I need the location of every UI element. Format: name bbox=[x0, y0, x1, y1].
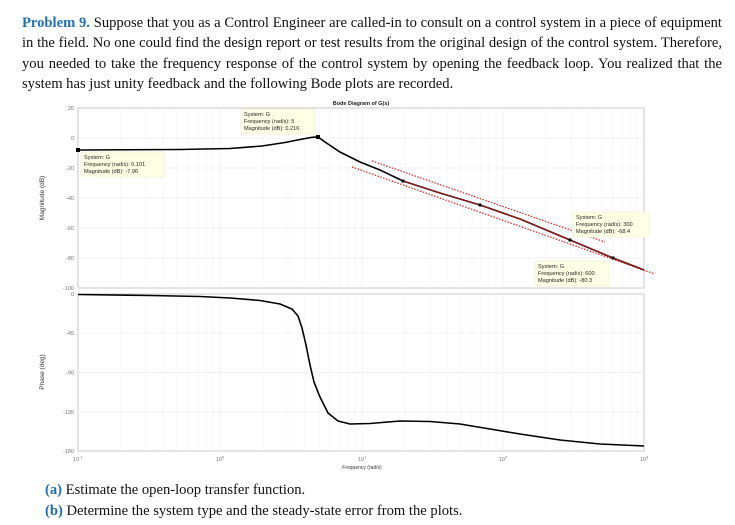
svg-text:-45: -45 bbox=[66, 331, 74, 337]
frequency-tick-labels: 10-1 100 101 102 103 bbox=[73, 455, 649, 464]
datatip-300[interactable]: System: G Frequency (rad/s): 300 Magnitu… bbox=[572, 211, 650, 238]
phase-curve bbox=[77, 293, 645, 447]
datatip-0101[interactable]: System: G Frequency (rad/s): 0.101 Magni… bbox=[80, 151, 165, 178]
datatip-5[interactable]: System: G Frequency (rad/s): 5 Magnitude… bbox=[240, 108, 316, 135]
datatip-marker[interactable] bbox=[478, 203, 482, 207]
svg-text:102: 102 bbox=[499, 455, 508, 464]
svg-text:Frequency (rad/s): 0.101: Frequency (rad/s): 0.101 bbox=[84, 162, 145, 168]
question-b: (b) Determine the system type and the st… bbox=[45, 502, 463, 519]
magnitude-ylabel: Magnitude (dB) bbox=[39, 176, 46, 220]
chart-title: Bode Diagram of G(s) bbox=[333, 101, 390, 107]
svg-text:0: 0 bbox=[71, 292, 74, 298]
frequency-xlabel: Frequency (rad/s) bbox=[342, 465, 382, 471]
phase-ylabel: Phase (deg) bbox=[39, 354, 46, 389]
datatip-marker[interactable] bbox=[401, 179, 405, 183]
svg-text:Magnitude (dB): -80.3: Magnitude (dB): -80.3 bbox=[538, 278, 592, 284]
datatip-marker[interactable] bbox=[611, 256, 615, 260]
svg-text:-100: -100 bbox=[63, 286, 74, 292]
question-a: (a) Estimate the open-loop transfer func… bbox=[45, 482, 306, 498]
svg-text:-135: -135 bbox=[63, 410, 74, 416]
svg-text:-180: -180 bbox=[63, 449, 74, 455]
svg-text:Frequency (rad/s): 300: Frequency (rad/s): 300 bbox=[576, 222, 633, 228]
asymptote-line-1 bbox=[371, 160, 606, 243]
datatip-marker[interactable] bbox=[568, 238, 572, 242]
svg-text:-90: -90 bbox=[66, 371, 74, 377]
svg-text:-60: -60 bbox=[66, 226, 74, 232]
datatip-marker[interactable] bbox=[76, 148, 80, 152]
svg-text:Magnitude (dB): -68.4: Magnitude (dB): -68.4 bbox=[576, 229, 630, 235]
svg-text:-80: -80 bbox=[66, 256, 74, 262]
svg-text:0: 0 bbox=[71, 136, 74, 142]
asymptote-line-2 bbox=[351, 166, 656, 275]
magnitude-axes: 20 0 -20 -40 -60 -80 -100 Magnitude (dB)… bbox=[39, 106, 656, 292]
magnitude-grid bbox=[78, 108, 644, 288]
questions-list: (a) Estimate the open-loop transfer func… bbox=[45, 480, 462, 521]
svg-text:100: 100 bbox=[216, 455, 225, 464]
problem-label: Problem 9. bbox=[22, 15, 90, 31]
magnitude-tick-labels: 20 0 -20 -40 -60 -80 -100 bbox=[63, 106, 74, 292]
datatip-marker[interactable] bbox=[316, 135, 320, 139]
svg-text:Frequency (rad/s): 600: Frequency (rad/s): 600 bbox=[538, 271, 595, 277]
svg-text:System: G: System: G bbox=[538, 264, 564, 270]
svg-text:Magnitude (dB): -7.96: Magnitude (dB): -7.96 bbox=[84, 169, 138, 175]
svg-text:Frequency (rad/s): 5: Frequency (rad/s): 5 bbox=[244, 119, 294, 125]
svg-text:System: G: System: G bbox=[576, 215, 602, 221]
svg-text:System: G: System: G bbox=[84, 155, 110, 161]
svg-text:Magnitude (dB): 0.216: Magnitude (dB): 0.216 bbox=[244, 126, 299, 132]
problem-text: Suppose that you as a Control Engineer a… bbox=[22, 15, 722, 92]
svg-text:-20: -20 bbox=[66, 166, 74, 172]
svg-text:20: 20 bbox=[68, 106, 74, 112]
svg-text:101: 101 bbox=[358, 455, 367, 464]
svg-text:-40: -40 bbox=[66, 196, 74, 202]
problem-statement: Problem 9. Suppose that you as a Control… bbox=[22, 13, 722, 94]
svg-text:System: G: System: G bbox=[244, 112, 270, 118]
datatip-600[interactable]: System: G Frequency (rad/s): 600 Magnitu… bbox=[534, 260, 610, 287]
phase-tick-labels: 0 -45 -90 -135 -180 bbox=[63, 292, 74, 455]
phase-axes: 0 -45 -90 -135 -180 Phase (deg) bbox=[39, 292, 645, 455]
svg-text:103: 103 bbox=[640, 455, 649, 464]
svg-text:10-1: 10-1 bbox=[73, 455, 83, 464]
